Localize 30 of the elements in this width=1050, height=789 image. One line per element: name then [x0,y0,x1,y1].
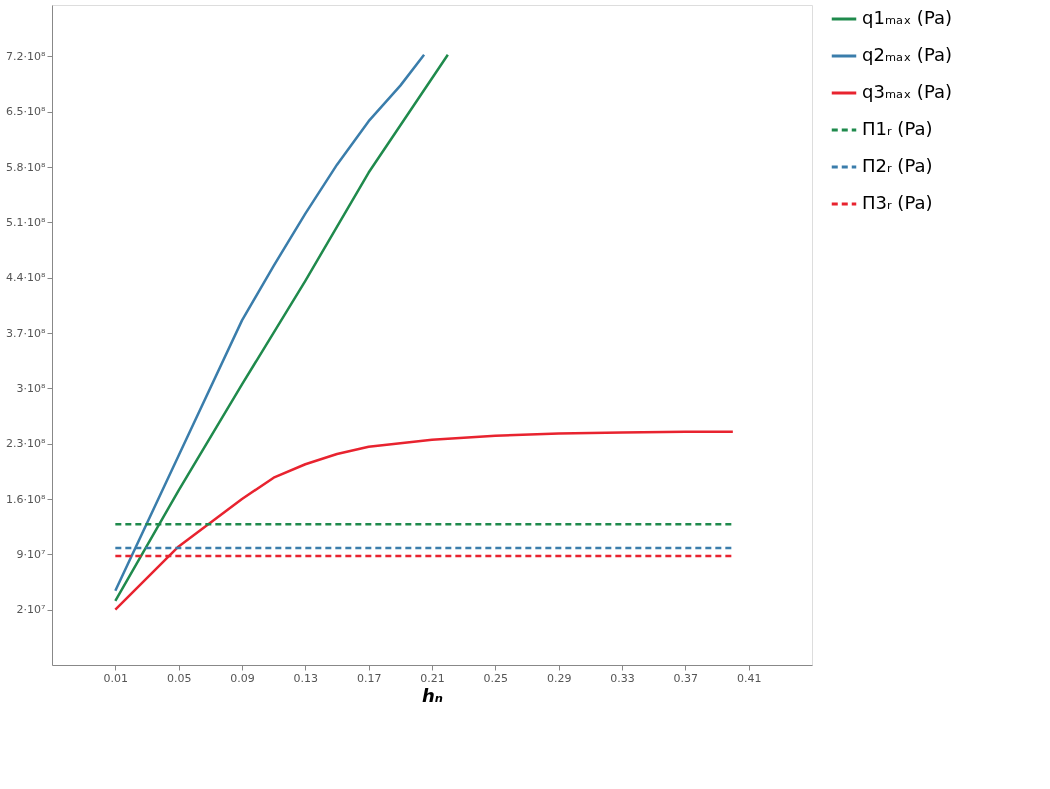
y-tick-label: 2.3·10⁸ [6,437,47,451]
x-tick-label: 0.21 [420,671,445,685]
y-tick-label: 2·10⁷ [16,603,46,617]
x-tick-label: 0.41 [736,671,762,685]
y-tick-label: 7.2·10⁸ [6,49,47,63]
legend-label: П3ᵣ (Pa) [862,192,933,213]
legend-label: П1ᵣ (Pa) [862,118,933,139]
y-tick-label: 3.7·10⁸ [6,326,47,340]
x-tick-label: 0.29 [546,671,572,685]
x-tick-label: 0.09 [230,671,255,685]
legend-label: q3ₘₐₓ (Pa) [862,81,952,102]
x-tick-label: 0.25 [483,671,509,685]
y-tick-label: 3·10⁸ [16,381,47,395]
y-tick-label: 5.8·10⁸ [6,160,47,174]
legend-label: П2ᵣ (Pa) [862,155,933,176]
legend-label: q1ₘₐₓ (Pa) [862,7,952,28]
x-tick-label: 0.33 [610,671,635,685]
y-tick-label: 6.5·10⁸ [6,105,47,119]
line-series [114,430,735,611]
y-tick-label: 9·10⁷ [16,547,46,561]
y-tick-label: 5.1·10⁸ [6,215,47,229]
x-tick-label: 0.37 [673,671,699,685]
y-tick-label: 1.6·10⁸ [6,492,47,506]
x-tick-label: 0.13 [293,671,319,685]
x-tick-label: 0.17 [356,671,382,685]
y-tick-label: 4.4·10⁸ [6,271,47,285]
x-axis-title: hₙ [421,684,444,706]
x-tick-label: 0.01 [103,671,129,685]
legend-label: q2ₘₐₓ (Pa) [862,44,952,65]
x-tick-label: 0.05 [166,671,192,685]
